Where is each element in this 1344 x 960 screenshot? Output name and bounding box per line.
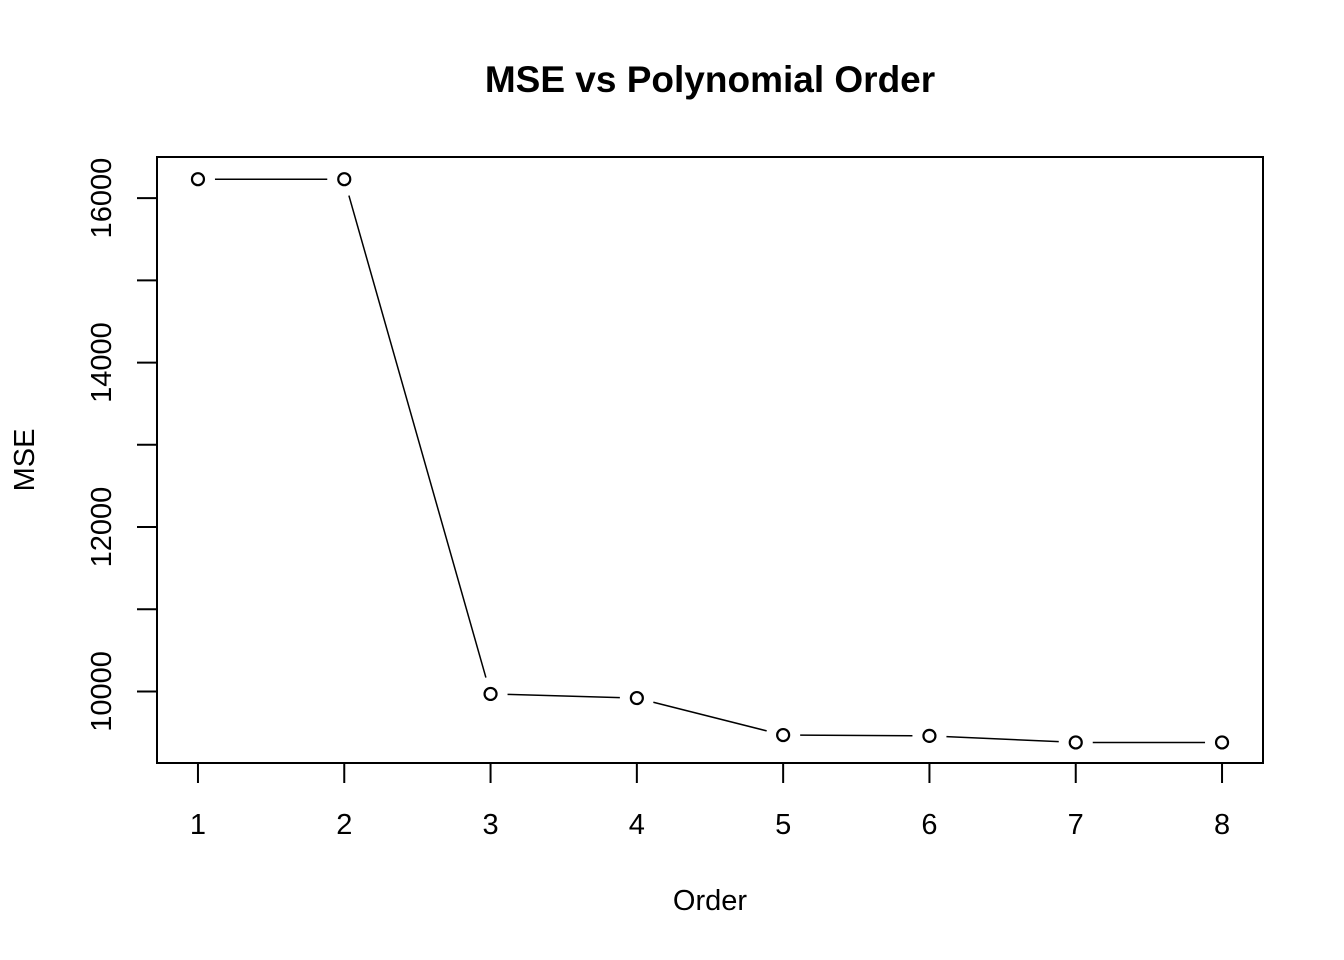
data-point <box>1068 735 1083 750</box>
x-axis-label: Order <box>673 885 747 917</box>
series-segment <box>653 701 767 732</box>
data-point <box>629 690 644 706</box>
series-line <box>190 172 1230 750</box>
x-tick-label: 2 <box>336 809 352 841</box>
y-axis: 10000 12000 14000 16000 <box>86 158 157 732</box>
x-tick-label: 1 <box>190 809 206 841</box>
y-tick-label: 10000 <box>86 651 118 732</box>
y-tick-label: 14000 <box>86 322 118 403</box>
y-tick-label: 12000 <box>86 487 118 568</box>
data-point <box>776 727 791 743</box>
chart-title: MSE vs Polynomial Order <box>485 59 935 100</box>
x-tick-label: 5 <box>775 809 791 841</box>
data-point <box>1214 735 1230 750</box>
x-tick-label: 8 <box>1214 809 1230 841</box>
series-segment <box>800 734 913 737</box>
data-point <box>190 172 206 187</box>
x-tick-label: 7 <box>1068 809 1084 841</box>
data-point <box>483 686 498 702</box>
y-tick-label: 16000 <box>86 158 118 239</box>
series-segment <box>507 693 620 699</box>
x-tick-label: 3 <box>482 809 498 841</box>
x-tick-label: 6 <box>921 809 937 841</box>
data-point <box>922 728 937 743</box>
x-tick-label: 4 <box>629 809 645 841</box>
data-point <box>337 172 352 187</box>
y-axis-label: MSE <box>9 429 41 492</box>
series-segment <box>348 195 487 678</box>
series-segment <box>946 735 1059 743</box>
plot-frame <box>156 156 1264 764</box>
x-axis: 1 2 3 4 5 6 7 8 <box>190 763 1230 841</box>
